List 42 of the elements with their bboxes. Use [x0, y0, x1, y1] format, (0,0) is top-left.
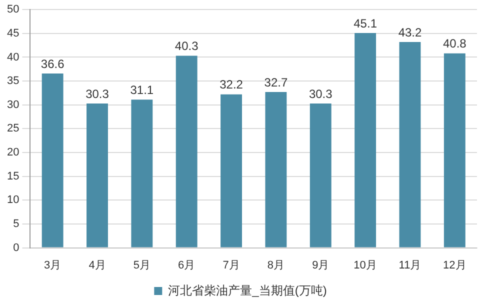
data-label: 32.2: [220, 78, 244, 92]
bar: [399, 42, 421, 248]
y-tick-label: 45: [6, 27, 20, 40]
x-tick-label: 9月: [312, 259, 330, 272]
y-tick-label: 15: [6, 170, 20, 182]
y-tick-label: 20: [6, 146, 20, 159]
y-tick-label: 40: [6, 51, 20, 64]
x-tick-label: 10月: [354, 259, 377, 272]
data-label: 30.3: [308, 86, 333, 101]
y-tick-label: 0: [13, 242, 20, 254]
bar: [131, 100, 153, 248]
data-label: 30.3: [86, 86, 110, 101]
bar: [176, 56, 198, 248]
bar: [265, 92, 287, 248]
data-label: 36.6: [40, 56, 65, 71]
data-label: 43.2: [398, 25, 422, 40]
bar: [444, 53, 466, 248]
x-tick-label: 11月: [398, 259, 422, 272]
y-tick-label: 25: [6, 122, 20, 135]
bar: [86, 103, 108, 248]
x-tick-label: 6月: [178, 259, 196, 272]
y-tick-label: 10: [6, 194, 20, 206]
y-tick-label: 5: [13, 218, 20, 230]
y-tick-label: 35: [6, 75, 20, 88]
legend-label: 河北省柴油产量_当期值(万吨): [168, 283, 327, 298]
x-tick-label: 8月: [267, 259, 285, 272]
bar: [354, 32, 376, 248]
bar: [310, 103, 332, 248]
bar: [220, 94, 242, 248]
x-tick-label: 5月: [133, 259, 150, 272]
y-tick-label: 30: [6, 98, 20, 111]
x-tick-label: 3月: [44, 259, 62, 272]
x-tick-label: 7月: [222, 259, 240, 272]
data-label: 32.7: [264, 75, 288, 90]
x-tick-label: 4月: [88, 259, 106, 272]
x-tick-label: 12月: [443, 259, 466, 272]
y-tick-label: 50: [6, 4, 20, 16]
data-label: 40.3: [174, 39, 199, 54]
data-label: 45.1: [354, 16, 378, 30]
data-label: 31.1: [130, 82, 154, 97]
data-label: 40.8: [442, 36, 467, 51]
bar: [42, 73, 64, 248]
